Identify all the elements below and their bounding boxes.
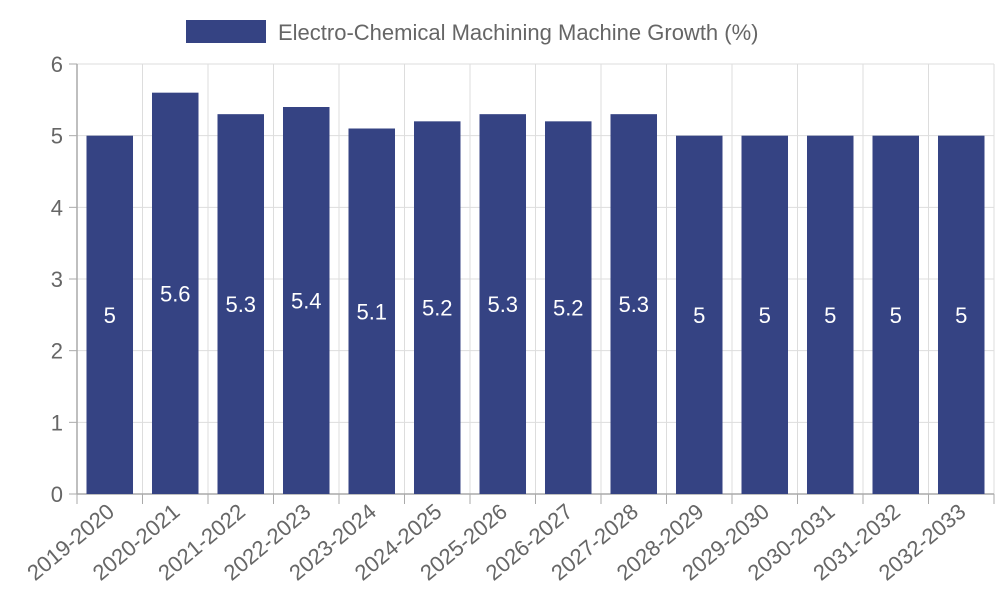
grid: [76, 63, 995, 495]
bar-2029-2030[interactable]: [741, 135, 789, 494]
bar-2023-2024[interactable]: [348, 128, 396, 495]
data-label: 5.2: [422, 296, 453, 321]
data-label: 5.3: [487, 292, 518, 317]
bar-2026-2027[interactable]: [544, 121, 592, 494]
y-tick-label: 0: [51, 482, 63, 507]
data-label: 5.4: [291, 289, 322, 314]
y-tick-label: 1: [51, 410, 63, 435]
bar-2030-2031[interactable]: [806, 135, 854, 494]
bar-2019-2020[interactable]: [86, 135, 134, 494]
data-labels: 5 5.6 5.3 5.4 5.1 5.2 5.3 5.2 5.3 5 5 5 5 5: [104, 281, 968, 328]
bar-2032-2033[interactable]: [937, 135, 985, 494]
data-label: 5.3: [225, 292, 256, 317]
y-tick-label: 3: [51, 267, 63, 292]
y-tick-label: 5: [51, 124, 63, 149]
data-label: 5: [890, 303, 902, 328]
data-label: 5: [824, 303, 836, 328]
legend-swatch: [186, 20, 266, 43]
data-label: 5: [955, 303, 967, 328]
data-label: 5: [759, 303, 771, 328]
data-label: 5.2: [553, 296, 584, 321]
bar-2024-2025[interactable]: [413, 121, 461, 494]
bar-2022-2023[interactable]: [282, 107, 330, 494]
data-label: 5: [693, 303, 705, 328]
bars: [86, 92, 985, 495]
y-tick-label: 2: [51, 339, 63, 364]
y-tick-labels: 0 1 2 3 4 5 6: [51, 52, 63, 507]
bar-2025-2026[interactable]: [479, 114, 527, 495]
legend-label: Electro-Chemical Machining Machine Growt…: [278, 20, 759, 45]
bar-2020-2021[interactable]: [151, 92, 199, 495]
y-tick-label: 6: [51, 52, 63, 77]
data-label: 5.1: [356, 299, 387, 324]
x-tick-labels: 2019-20202020-20212021-20222022-20232023…: [22, 499, 970, 586]
bar-2031-2032[interactable]: [872, 135, 920, 494]
y-tick-label: 4: [51, 195, 63, 220]
bar-2027-2028[interactable]: [610, 114, 658, 495]
bar-2028-2029[interactable]: [675, 135, 723, 494]
data-label: 5.3: [618, 292, 649, 317]
data-label: 5.6: [160, 281, 191, 306]
legend[interactable]: Electro-Chemical Machining Machine Growt…: [186, 20, 759, 45]
bar-2021-2022[interactable]: [217, 114, 265, 495]
data-label: 5: [104, 303, 116, 328]
